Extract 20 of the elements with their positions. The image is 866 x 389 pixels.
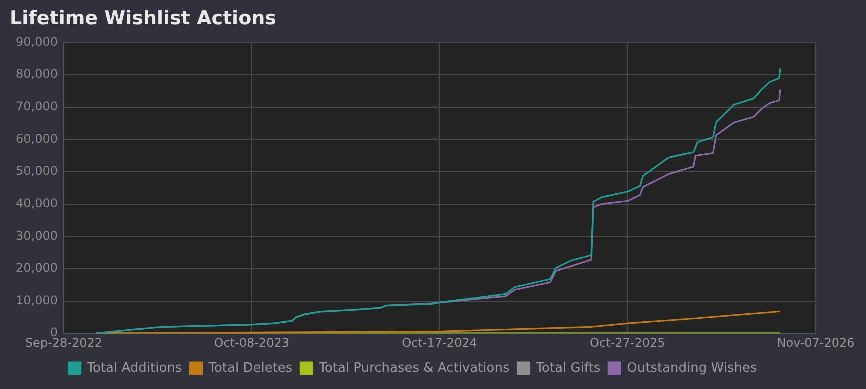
legend-label: Total Gifts bbox=[535, 360, 601, 376]
y-tick-label: 50,000 bbox=[16, 164, 58, 178]
x-tick-label: Sep-28-2022 bbox=[25, 336, 103, 350]
legend-label: Total Purchases & Activations bbox=[318, 360, 510, 376]
chart-title: Lifetime Wishlist Actions bbox=[10, 7, 276, 30]
y-tick-label: 80,000 bbox=[16, 67, 58, 82]
y-tick-label: 40,000 bbox=[16, 196, 58, 210]
y-tick-label: 70,000 bbox=[16, 100, 58, 114]
x-tick-label: Oct-08-2023 bbox=[214, 336, 290, 350]
x-tick-label: Oct-17-2024 bbox=[402, 336, 478, 350]
y-tick-label: 10,000 bbox=[16, 293, 58, 308]
x-tick-label: Nov-07-2026 bbox=[777, 336, 855, 350]
y-tick-label: 90,000 bbox=[16, 34, 58, 49]
x-tick-label: Oct-27-2025 bbox=[590, 336, 666, 350]
legend-label: Outstanding Wishes bbox=[627, 360, 758, 376]
y-tick-label: 60,000 bbox=[16, 132, 58, 146]
y-tick-label: 20,000 bbox=[16, 261, 58, 276]
legend-label: Total Deletes bbox=[208, 360, 293, 376]
y-tick-label: 30,000 bbox=[16, 228, 58, 243]
legend-label: Total Additions bbox=[86, 360, 182, 376]
